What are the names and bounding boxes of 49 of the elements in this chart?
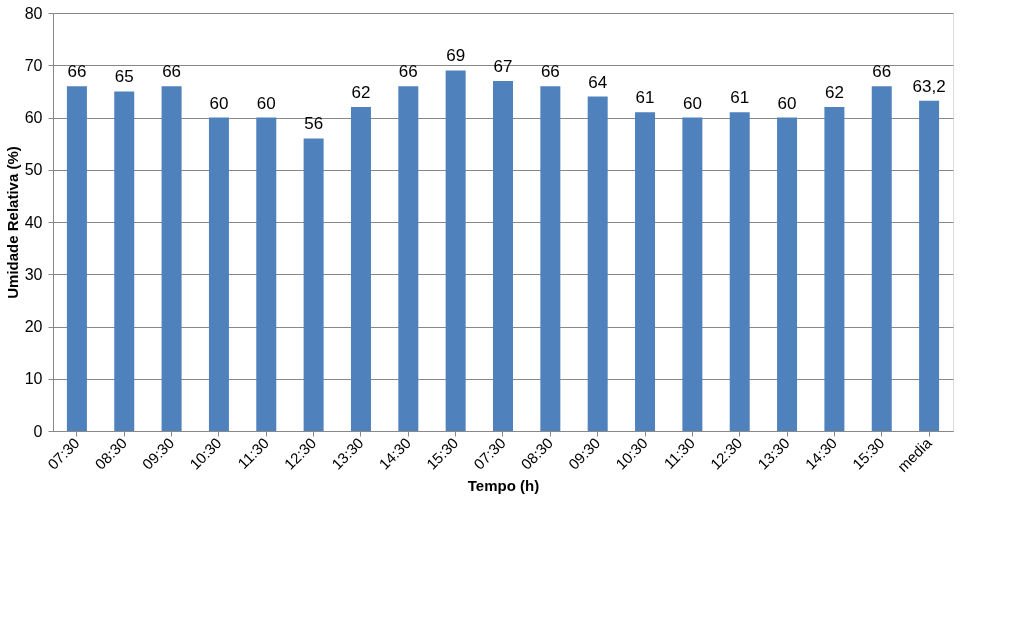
data-label: 61 <box>730 88 750 108</box>
y-tick-label: 70 <box>24 56 43 74</box>
data-label: 62 <box>824 83 844 103</box>
data-label: 64 <box>588 72 608 92</box>
bar <box>66 86 87 431</box>
bar <box>398 86 419 431</box>
y-tick-label: 40 <box>24 213 43 231</box>
data-label: 56 <box>304 114 324 134</box>
data-label: 61 <box>635 88 655 108</box>
bar <box>350 107 371 431</box>
data-label: 69 <box>446 46 466 66</box>
data-label: 66 <box>872 62 892 82</box>
bar <box>114 91 135 431</box>
data-label: 60 <box>209 93 229 113</box>
bar <box>587 96 608 431</box>
data-label: 66 <box>398 62 418 82</box>
data-label: 63,2 <box>912 76 946 96</box>
bar <box>919 100 940 431</box>
bar <box>445 70 466 431</box>
data-label: 62 <box>351 83 371 103</box>
data-label: 60 <box>256 93 276 113</box>
bar <box>682 117 703 431</box>
bar <box>161 86 182 431</box>
bar <box>303 138 324 431</box>
bar <box>824 107 845 431</box>
data-label: 60 <box>682 93 702 113</box>
bar <box>256 117 277 431</box>
y-tick-label: 20 <box>24 318 43 335</box>
x-axis-title: Tempo (h) <box>467 477 540 495</box>
y-tick-label: 80 <box>24 4 43 22</box>
data-label: 66 <box>540 62 560 82</box>
bar <box>208 117 229 431</box>
bar <box>777 117 798 431</box>
y-tick-label: 30 <box>24 265 43 283</box>
data-label: 66 <box>67 62 87 82</box>
bar <box>871 86 892 431</box>
data-label: 60 <box>777 93 797 113</box>
bar <box>493 80 513 431</box>
y-tick-label: 0 <box>33 422 43 440</box>
bar <box>635 112 656 431</box>
y-tick-label: 10 <box>24 370 43 388</box>
y-axis-title: Umidade Relativa (%) <box>3 146 21 299</box>
bar <box>729 112 750 431</box>
bar <box>540 86 561 431</box>
y-tick-label: 50 <box>24 161 43 179</box>
data-label: 67 <box>493 56 513 76</box>
data-label: 65 <box>114 67 134 87</box>
y-tick-label: 60 <box>24 109 43 126</box>
data-label: 66 <box>162 62 182 82</box>
